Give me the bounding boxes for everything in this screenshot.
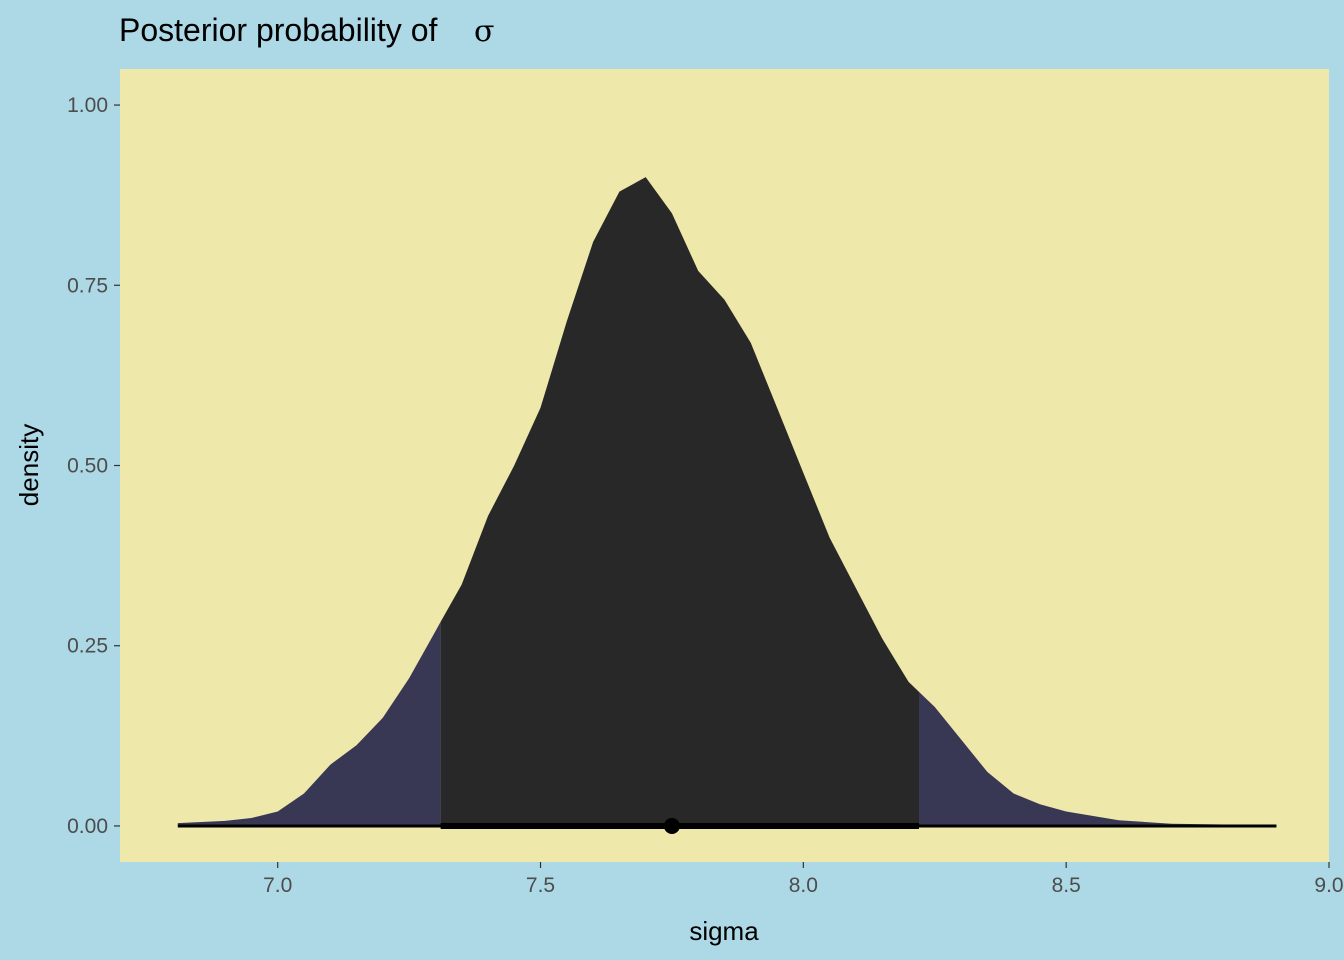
y-tick-label: 1.00: [67, 94, 108, 117]
x-tick-label: 7.0: [263, 874, 292, 897]
interval-area: [440, 177, 919, 827]
x-tick-label: 7.5: [526, 874, 555, 897]
y-tick-label: 0.50: [67, 455, 108, 478]
right-tail-area: [919, 691, 1277, 826]
x-tick-label: 9.0: [1314, 874, 1343, 897]
left-tail-area: [177, 621, 441, 826]
y-tick-label: 0.00: [67, 815, 108, 838]
point-estimate: [663, 817, 680, 834]
y-tick-label: 0.75: [67, 274, 108, 297]
y-tick-label: 0.25: [67, 635, 108, 658]
title-sigma-symbol: σ: [474, 14, 494, 49]
y-axis-title: density: [14, 424, 44, 506]
x-tick-label: 8.0: [789, 874, 818, 897]
chart-title: Posterior probability of: [119, 12, 437, 48]
x-tick-label: 8.5: [1052, 874, 1081, 897]
x-axis-title: sigma: [689, 916, 759, 946]
